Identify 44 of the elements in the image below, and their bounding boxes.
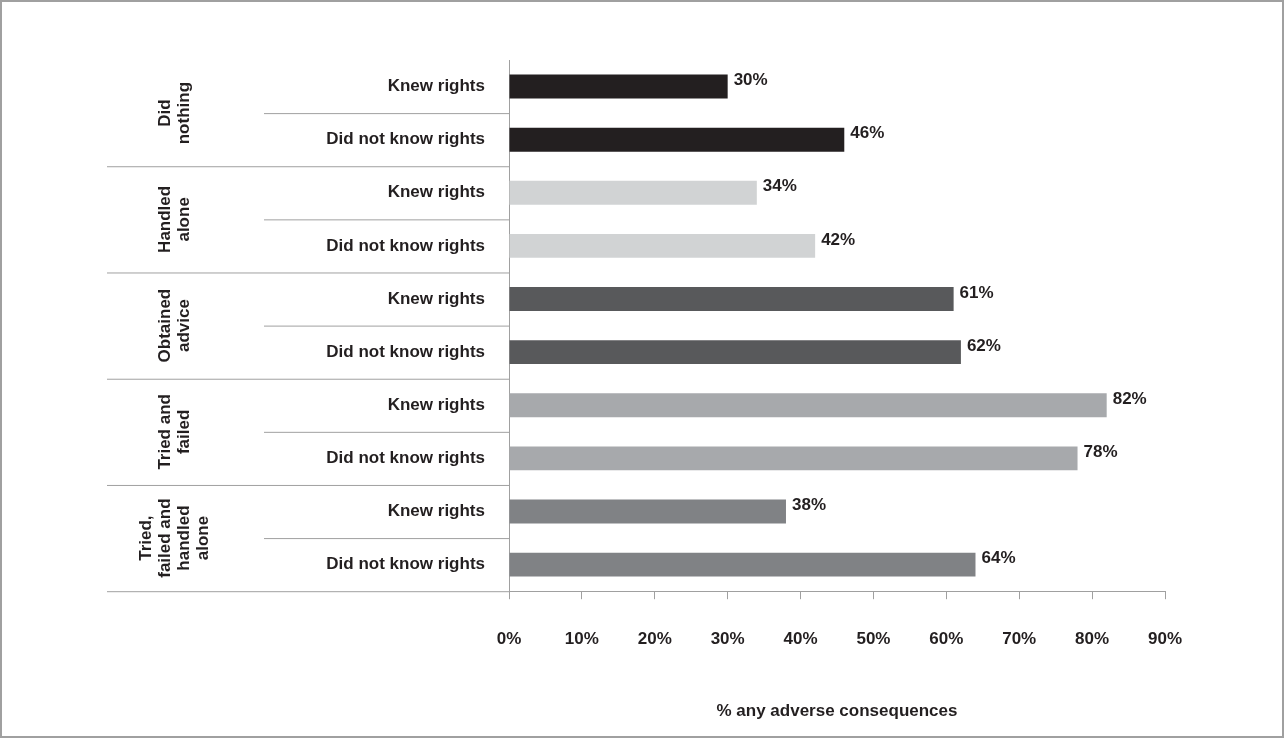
y-tick-label: Did not know rights (326, 341, 485, 361)
text: Obtained advice (155, 288, 194, 363)
data-label: 78% (1083, 442, 1118, 462)
x-tick-label: 20% (637, 629, 672, 649)
y-tick-label: Knew rights (387, 501, 485, 521)
data-label: 61% (959, 282, 994, 302)
bar (509, 180, 757, 205)
y-tick-label: Knew rights (387, 394, 485, 414)
data-label: 46% (850, 123, 885, 143)
bar (509, 552, 976, 577)
bar (509, 74, 728, 99)
data-label: 30% (733, 70, 768, 90)
x-tick-label: 30% (710, 629, 745, 649)
y-tick-label: Did not know rights (326, 235, 485, 255)
data-label: 82% (1112, 388, 1147, 408)
data-label: 64% (981, 548, 1016, 568)
x-axis-title: % any adverse consequences (716, 701, 958, 721)
text: Handled alone (155, 185, 194, 253)
text: Tried and failed (155, 394, 194, 470)
bar (509, 127, 845, 152)
x-tick-label: 80% (1075, 629, 1110, 649)
data-label: 62% (966, 335, 1001, 355)
y-tick-label: Did not know rights (326, 129, 485, 149)
x-tick-label: 10% (564, 629, 599, 649)
y-tick-label: Did not know rights (326, 554, 485, 574)
bar (509, 233, 816, 258)
y-tick-label: Knew rights (387, 76, 485, 96)
y-tick-label: Knew rights (387, 288, 485, 308)
x-tick-label: 60% (929, 629, 964, 649)
text: Did nothing (155, 81, 194, 145)
data-label: 38% (791, 495, 827, 515)
x-tick-label: 0% (496, 629, 522, 649)
text: Tried, failed and handled alone (136, 498, 213, 578)
x-tick-label: 70% (1002, 629, 1037, 649)
data-label: 42% (821, 229, 856, 249)
data-label: 34% (762, 176, 797, 196)
bar (509, 287, 954, 311)
y-tick-label: Did not know rights (326, 448, 485, 468)
bar (509, 499, 786, 524)
y-tick-label: Knew rights (387, 182, 485, 202)
x-tick-label: 50% (856, 629, 891, 649)
x-tick-label: 90% (1147, 629, 1183, 649)
bar (509, 340, 961, 365)
x-tick-label: 40% (783, 629, 818, 649)
